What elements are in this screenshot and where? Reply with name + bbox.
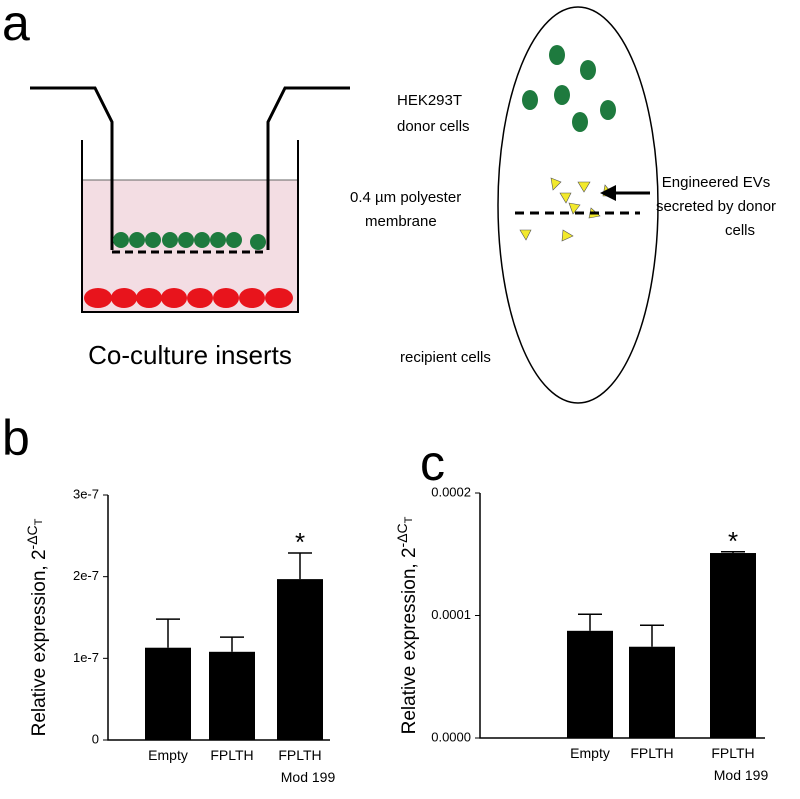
label: donor cells bbox=[397, 118, 470, 135]
annotation: * bbox=[295, 527, 305, 557]
label: HEK293T bbox=[397, 92, 462, 109]
y-axis-label-subscript: T bbox=[403, 516, 415, 523]
y-axis-label-text: Relative expression, 2 bbox=[399, 547, 420, 734]
y-axis-label-exponent: -ΔC bbox=[24, 525, 40, 549]
label: recipient cells bbox=[400, 349, 491, 366]
x-tick-label: FPLTH bbox=[210, 747, 253, 763]
x-tick-label: FPLTH Mod 199 bbox=[711, 745, 768, 783]
y-axis-label: Relative expression, 2-ΔCT bbox=[24, 518, 50, 736]
bar bbox=[567, 630, 613, 738]
label: secreted by donor bbox=[656, 198, 776, 215]
annotation: * bbox=[728, 526, 738, 556]
evs bbox=[519, 177, 615, 242]
donor-cells bbox=[113, 232, 266, 250]
panel-label: a bbox=[2, 0, 30, 51]
y-tick-label: 0.0000 bbox=[431, 729, 471, 744]
schematic-outline bbox=[497, 6, 659, 404]
label: membrane bbox=[365, 213, 437, 230]
insert bbox=[30, 86, 350, 250]
y-axis-label: Relative expression, 2-ΔCT bbox=[394, 516, 420, 734]
y-axis-label-exponent: -ΔC bbox=[394, 523, 410, 547]
label: 0.4 µm polyester bbox=[350, 189, 461, 206]
x-tick-label: Empty bbox=[148, 747, 188, 763]
y-tick-label: 3e-7 bbox=[73, 486, 99, 501]
y-tick-label: 0 bbox=[92, 731, 99, 746]
arrow-head bbox=[600, 185, 616, 201]
labels: HEK293T donor cells 0.4 µm polyester mem… bbox=[350, 92, 776, 366]
y-axis-label-text: Relative expression, 2 bbox=[29, 549, 50, 736]
bar bbox=[277, 579, 323, 740]
panel-label: c bbox=[420, 435, 445, 491]
bar bbox=[710, 553, 756, 738]
x-tick-label: FPLTH bbox=[630, 745, 673, 761]
y-tick-label: 0.0001 bbox=[431, 607, 471, 622]
y-tick-label: 1e-7 bbox=[73, 650, 99, 665]
x-tick-label: Empty bbox=[570, 745, 610, 761]
recipient-cells bbox=[84, 288, 293, 308]
bar bbox=[209, 651, 255, 740]
bar bbox=[145, 647, 191, 740]
caption: Co-culture inserts bbox=[88, 340, 292, 370]
donor-cells bbox=[522, 45, 616, 132]
y-tick-label: 0.0002 bbox=[431, 484, 471, 499]
label: Engineered EVs bbox=[662, 174, 770, 191]
y-tick-label: 2e-7 bbox=[73, 568, 99, 583]
axis bbox=[107, 495, 330, 741]
x-tick-label: FPLTH Mod 199 bbox=[278, 747, 335, 785]
y-axis-label-subscript: T bbox=[33, 518, 45, 525]
well bbox=[81, 140, 299, 313]
bar bbox=[629, 646, 675, 738]
panel-label: b bbox=[2, 410, 30, 466]
label: cells bbox=[725, 222, 755, 239]
